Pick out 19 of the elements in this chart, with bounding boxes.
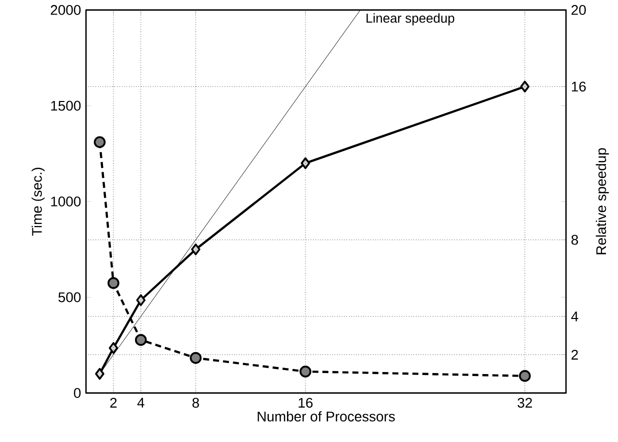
y-tick-label: 2000 — [50, 5, 81, 15]
x-tick-label: 16 — [298, 398, 313, 408]
y2-axis-title: Relative speedup — [596, 148, 609, 254]
y2-tick-label: 16 — [572, 82, 586, 92]
x-tick-label: 32 — [518, 398, 532, 408]
x-tick-label: 4 — [137, 398, 144, 408]
y-axis-title: Time (sec.) — [32, 168, 45, 236]
y2-tick-label: 2 — [572, 350, 578, 360]
x-axis-title: Number of Processors — [258, 411, 395, 422]
y-tick-label: 500 — [58, 292, 81, 302]
y2-tick-label: 4 — [571, 312, 578, 322]
series-label: Linear speedup — [366, 13, 454, 26]
y-tick-label: 1000 — [51, 196, 81, 206]
y-tick-label: 1500 — [51, 100, 81, 111]
x-tick-label: 2 — [110, 398, 117, 408]
x-tick-label: 8 — [192, 398, 199, 408]
y-tick-label: 0 — [74, 388, 81, 398]
y2-tick-label: 20 — [572, 5, 586, 15]
y2-tick-label: 8 — [571, 234, 578, 245]
